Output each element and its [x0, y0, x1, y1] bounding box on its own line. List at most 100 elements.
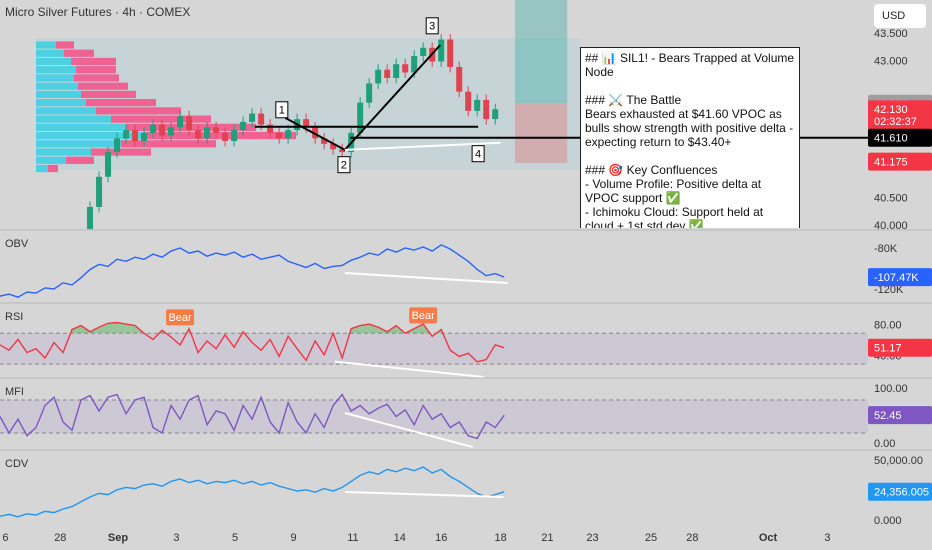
x-tick-label: 28	[686, 532, 698, 544]
pane: 1 2 3 4	[36, 0, 868, 230]
candle-body	[96, 176, 103, 207]
price-label-box	[868, 406, 932, 425]
pane	[0, 244, 508, 298]
profile-down	[48, 164, 59, 173]
indicator-line	[0, 466, 505, 518]
profile-down	[111, 115, 212, 123]
pane-title: MFI	[5, 386, 24, 398]
note-line: Bears exhausted at $41.60 VPOC as bulls …	[585, 107, 794, 149]
trendline	[344, 491, 504, 498]
price-label-box	[868, 338, 932, 357]
level-band	[0, 333, 868, 365]
candle-body	[204, 127, 211, 139]
x-tick-label: 3	[173, 532, 179, 544]
candle-body	[411, 55, 418, 73]
profile-down	[66, 156, 95, 164]
candle-body	[141, 132, 148, 142]
profile-up	[36, 66, 77, 74]
position-stop	[515, 103, 568, 164]
indicator-line	[0, 393, 505, 440]
profile-down	[121, 140, 217, 148]
level-band	[0, 400, 868, 434]
y-tick-label: 43.000	[874, 55, 908, 67]
currency-button[interactable]: USD	[874, 4, 926, 28]
countdown: 02:32:37	[874, 116, 917, 128]
wave-box	[471, 145, 485, 163]
profile-down	[81, 90, 137, 99]
candle-body	[231, 130, 238, 142]
candle-body	[213, 127, 220, 133]
price-label-box	[868, 268, 932, 287]
pane: Bear Bear	[0, 307, 868, 378]
candle-body	[465, 91, 472, 111]
pane	[0, 466, 505, 518]
price-label: 52.45	[874, 410, 902, 422]
profile-down	[86, 99, 157, 107]
profile-down	[146, 131, 297, 140]
wave-box	[425, 17, 439, 35]
idea-note: ## 📊 SIL1! - Bears Trapped at Volume Nod…	[580, 47, 800, 228]
candle-body	[330, 143, 337, 150]
trendline	[344, 412, 473, 448]
x-tick-label: 9	[290, 532, 296, 544]
pane-title: OBV	[5, 238, 29, 250]
x-tick-label: 23	[586, 532, 598, 544]
y-tick-label: 100.00	[874, 383, 908, 395]
y-tick-label: 0.00	[874, 438, 895, 450]
candle-body	[249, 113, 256, 122]
profile-down	[91, 148, 152, 156]
candle-body	[150, 124, 157, 133]
profile-up	[36, 140, 122, 148]
price-label-box	[868, 100, 932, 131]
annotation-box	[409, 307, 438, 324]
note-line: - Ichimoku Cloud: Support held at cloud …	[585, 205, 764, 228]
profile-up	[36, 74, 75, 82]
price-label-box	[868, 152, 932, 171]
price-label: -107.47K	[874, 272, 919, 284]
x-tick-label: 25	[645, 532, 657, 544]
candle-body	[375, 69, 382, 84]
candle-body	[438, 39, 445, 62]
note-line: ### ⚔️ The Battle	[585, 93, 682, 107]
chart-title: Micro Silver Futures · 4h · COMEX	[5, 5, 190, 19]
y-tick-label: -80K	[874, 243, 898, 255]
x-tick-label: 28	[54, 532, 66, 544]
profile-up	[36, 115, 112, 123]
price-label-box	[868, 128, 932, 147]
candle-body	[492, 109, 499, 120]
annotation-text: Bear	[168, 312, 192, 324]
candle-body	[420, 47, 427, 56]
trendline	[344, 271, 508, 285]
price-label: 24,356.005	[874, 487, 929, 499]
candle-body	[114, 138, 121, 153]
wave-box	[337, 156, 351, 174]
profile-down	[56, 41, 75, 49]
profile-up	[36, 82, 79, 90]
profile-down	[71, 57, 117, 66]
price-label: 41.175	[874, 157, 908, 169]
indicator-line	[0, 321, 505, 363]
y-tick-label: -120K	[874, 284, 904, 296]
x-tick-label: Oct	[759, 532, 778, 544]
profile-down	[96, 107, 182, 115]
x-tick-label: 16	[435, 532, 447, 544]
y-tick-label: 40.000	[874, 220, 908, 232]
candle-body	[186, 116, 193, 131]
x-tick-label: 18	[495, 532, 507, 544]
wave-label: 1	[279, 105, 285, 117]
candle-body	[168, 127, 175, 136]
candle-body	[285, 130, 292, 139]
x-tick-label: 5	[232, 532, 238, 544]
candle-body	[159, 124, 166, 136]
wave-label: 2	[341, 160, 347, 172]
profile-up	[36, 49, 65, 57]
pane-title: CDV	[5, 458, 29, 470]
note-line: ## 📊 SIL1! - Bears Trapped at Volume Nod…	[585, 51, 795, 79]
profile-up	[36, 90, 82, 99]
candle-body	[321, 138, 328, 144]
x-tick-label: 3	[824, 532, 830, 544]
y-tick-label: 43.500	[874, 28, 908, 40]
note-line: ### 🎯 Key Confluences	[585, 163, 718, 177]
